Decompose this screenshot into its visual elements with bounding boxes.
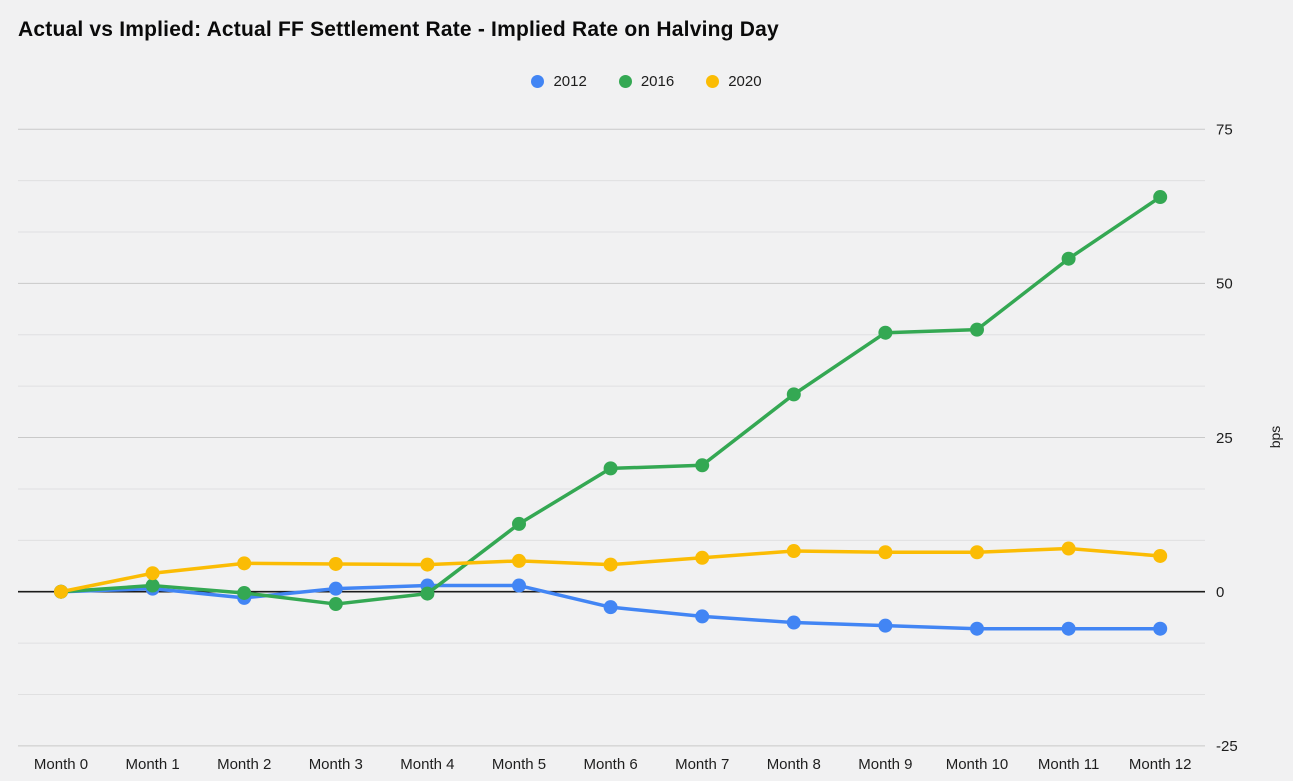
data-point-2020-m9[interactable] (878, 545, 893, 560)
legend-label-2012: 2012 (553, 73, 587, 90)
legend-marker-2020-icon (706, 75, 720, 88)
data-point-2012-m12[interactable] (1153, 621, 1168, 636)
data-point-2020-m1[interactable] (145, 566, 160, 581)
legend-marker-2016-icon (618, 75, 632, 88)
y-axis-tick-label: 0 (1216, 584, 1224, 601)
data-point-2016-m12[interactable] (1153, 190, 1168, 205)
x-axis-tick-label: Month 7 (675, 756, 729, 773)
x-axis-tick-label: Month 1 (125, 756, 179, 773)
chart-legend: 2012 2016 2020 (0, 73, 1293, 90)
legend-item-2020[interactable]: 2020 (706, 73, 762, 90)
y-axis-tick-label: -25 (1216, 738, 1238, 755)
data-point-2016-m4[interactable] (420, 586, 435, 601)
x-axis-tick-label: Month 2 (217, 756, 271, 773)
data-point-2020-m8[interactable] (786, 544, 801, 559)
data-point-2020-m7[interactable] (695, 550, 710, 565)
data-point-2020-m3[interactable] (328, 556, 343, 571)
data-point-2012-m3[interactable] (328, 581, 343, 596)
data-point-2020-m10[interactable] (970, 545, 984, 560)
x-axis-tick-label: Month 5 (492, 756, 546, 773)
x-axis-tick-label: Month 4 (400, 756, 454, 773)
data-point-2020-m6[interactable] (603, 557, 618, 572)
x-axis-tick-label: Month 6 (583, 756, 637, 773)
legend-item-2016[interactable]: 2016 (618, 73, 675, 90)
data-point-2012-m8[interactable] (786, 615, 801, 630)
data-point-2016-m1[interactable] (145, 578, 160, 593)
chart-title: Actual vs Implied: Actual FF Settlement … (18, 18, 779, 41)
series-line-2016 (59, 195, 1162, 606)
data-point-2016-m3[interactable] (328, 597, 343, 612)
y-axis-tick-label: 75 (1216, 122, 1233, 139)
x-axis-tick-label: Month 11 (1038, 756, 1099, 773)
legend-marker-2012-icon (531, 75, 545, 88)
data-point-2012-m5[interactable] (512, 578, 526, 593)
data-point-2016-m7[interactable] (695, 458, 710, 473)
data-point-2020-m12[interactable] (1153, 548, 1168, 563)
legend-label-2016: 2016 (640, 73, 675, 90)
data-point-2016-m6[interactable] (603, 461, 618, 476)
data-point-2020-m5[interactable] (512, 553, 526, 568)
data-point-2016-m10[interactable] (970, 322, 984, 337)
data-point-2012-m7[interactable] (695, 609, 710, 624)
data-point-2020-m11[interactable] (1061, 541, 1076, 556)
x-axis-tick-label: Month 8 (767, 756, 821, 773)
data-point-2020-m2[interactable] (237, 556, 252, 571)
data-point-2016-m9[interactable] (878, 325, 893, 340)
data-point-2012-m6[interactable] (603, 600, 618, 615)
x-axis-tick-label: Month 10 (946, 756, 1009, 773)
legend-item-2012[interactable]: 2012 (531, 73, 587, 90)
data-point-2012-m11[interactable] (1061, 621, 1076, 636)
x-axis-tick-label: Month 9 (858, 756, 912, 773)
x-axis-tick-label: Month 3 (309, 756, 363, 773)
data-point-2016-m5[interactable] (512, 516, 526, 531)
data-point-2016-m8[interactable] (786, 387, 801, 402)
y-axis-title: bps (1267, 426, 1283, 449)
y-axis-tick-label: 25 (1216, 430, 1233, 447)
y-axis-tick-label: 50 (1216, 276, 1233, 293)
data-point-2020-m4[interactable] (420, 557, 435, 572)
data-point-2016-m11[interactable] (1061, 251, 1076, 266)
data-point-2012-m10[interactable] (970, 621, 984, 636)
data-point-2012-m9[interactable] (878, 618, 893, 633)
x-axis-tick-label: Month 0 (34, 756, 88, 773)
legend-label-2020: 2020 (728, 73, 762, 90)
data-point-2020-m0[interactable] (54, 584, 68, 599)
x-axis-tick-label: Month 12 (1129, 756, 1192, 773)
data-point-2016-m2[interactable] (237, 585, 252, 600)
